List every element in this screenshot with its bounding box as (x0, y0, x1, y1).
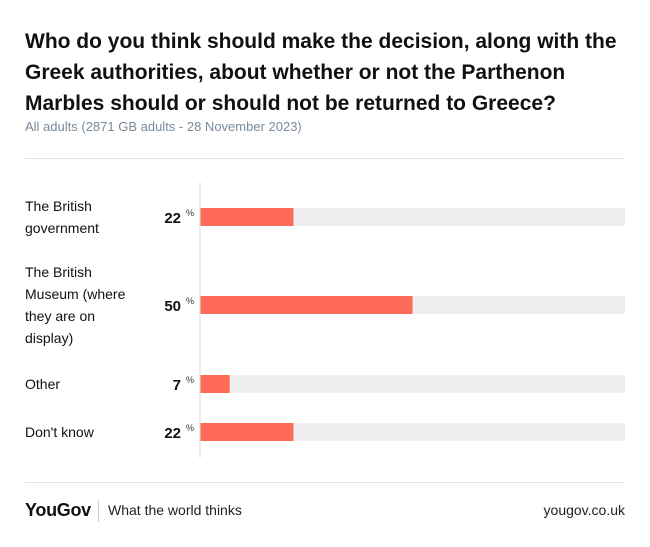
bar-track (200, 375, 625, 393)
data-label: 7 (173, 377, 181, 394)
data-label: 50 (164, 298, 181, 315)
bar (200, 375, 230, 393)
bar (200, 423, 294, 441)
category-label: The British Museum (where they are on displ… (25, 264, 126, 346)
data-label-unit: % (186, 375, 194, 385)
bar (200, 208, 294, 226)
footer-tagline: What the world thinks (108, 502, 242, 518)
category-label: The British government (25, 198, 99, 236)
chart-title: Who do you think should make the decisio… (25, 30, 617, 115)
data-label-unit: % (186, 296, 194, 306)
data-label-unit: % (186, 423, 194, 433)
footer-url[interactable]: yougov.co.uk (543, 502, 625, 518)
bar-track (200, 423, 625, 441)
header-divider (25, 158, 625, 159)
data-label: 22 (164, 210, 181, 227)
bar-track (200, 208, 625, 226)
category-label: Don't know (25, 424, 95, 440)
yougov-logo: YouGov (25, 500, 91, 520)
data-label-unit: % (186, 208, 194, 218)
chart-subtitle: All adults (2871 GB adults - 28 November… (25, 119, 302, 134)
data-label: 22 (164, 425, 181, 442)
footer-separator (98, 500, 99, 522)
footer-divider (25, 482, 625, 483)
category-label: Other (25, 376, 60, 392)
bar (200, 296, 413, 314)
